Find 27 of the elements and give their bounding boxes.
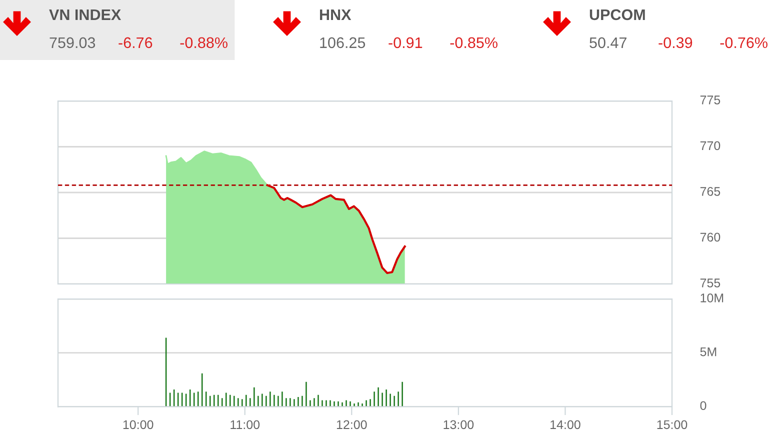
x-tick-label: 11:00	[230, 420, 260, 430]
y-tick-label: 0	[700, 401, 706, 410]
y-tick-label: 775	[700, 96, 720, 104]
x-tick-label: 15:00	[657, 420, 688, 430]
text: HNX	[320, 9, 352, 20]
text: 759.03	[50, 37, 96, 48]
y-tick-label: 765	[700, 187, 720, 196]
text: VN INDEX	[49, 9, 122, 20]
text: -0.85%	[450, 37, 498, 48]
y-tick-label: 5M	[700, 347, 716, 356]
x-tick-label: 10:00	[123, 420, 154, 430]
text: -0.88%	[180, 37, 228, 48]
text: -0.91	[388, 37, 422, 48]
y-tick-label: 760	[700, 232, 720, 242]
text: 106.25	[320, 37, 366, 48]
x-tick-label: 13:00	[444, 420, 474, 430]
line-series	[266, 184, 406, 274]
text: -0.39	[658, 37, 692, 48]
text: -6.76	[118, 37, 152, 48]
x-tick-label: 12:00	[336, 420, 367, 430]
x-tick-label: 14:00	[550, 420, 580, 430]
text: -0.76%	[720, 37, 768, 48]
y-tick-label: 755	[700, 278, 720, 288]
y-tick-label: 770	[700, 141, 720, 150]
text: UPCOM	[590, 9, 645, 20]
y-tick-label: 10M	[700, 294, 724, 302]
text: 50.47	[590, 37, 626, 48]
